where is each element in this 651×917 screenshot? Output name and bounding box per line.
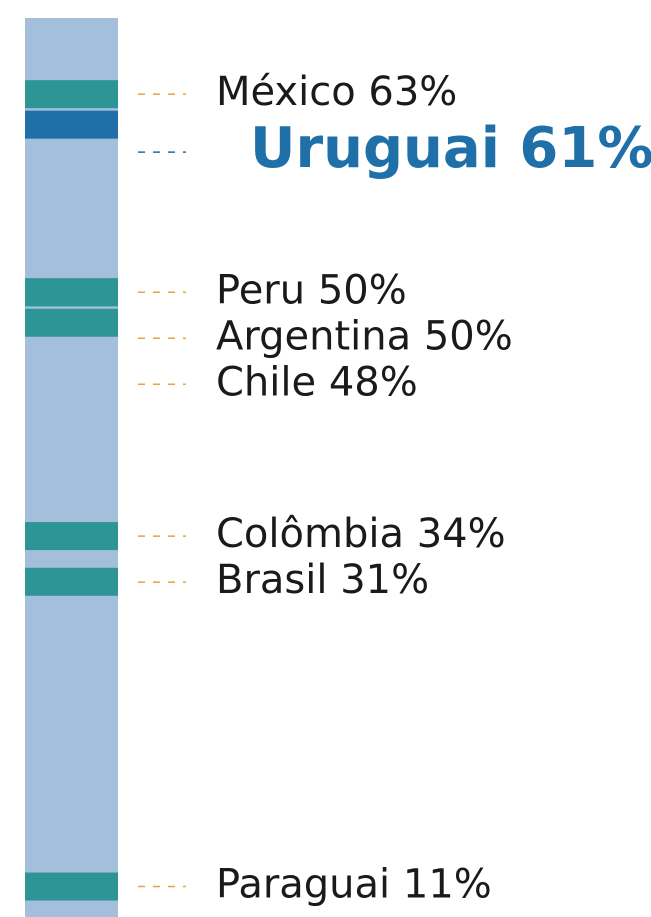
category-label: Argentina bbox=[216, 313, 411, 359]
point-label: Paraguai 11% bbox=[216, 862, 492, 908]
marker bbox=[25, 80, 118, 109]
marker bbox=[25, 872, 118, 901]
point-label: Colômbia 34% bbox=[216, 511, 506, 557]
value-label: 34% bbox=[417, 511, 506, 557]
point-label: Argentina 50% bbox=[216, 313, 513, 359]
marker bbox=[25, 567, 118, 596]
value-label: 63% bbox=[368, 69, 457, 115]
marker bbox=[25, 308, 118, 337]
marker bbox=[25, 278, 118, 307]
point-label: Brasil 31% bbox=[216, 557, 429, 603]
category-label: México bbox=[216, 69, 356, 115]
category-label: Brasil bbox=[216, 557, 327, 603]
category-label: Uruguai bbox=[250, 116, 500, 181]
category-label: Colômbia bbox=[216, 511, 404, 557]
value-label: 11% bbox=[403, 862, 492, 908]
point-label: México 63% bbox=[216, 69, 457, 115]
value-label: 48% bbox=[329, 359, 418, 405]
point-label: Peru 50% bbox=[216, 267, 407, 313]
category-label: Peru bbox=[216, 267, 305, 313]
value-label: 61% bbox=[519, 116, 651, 181]
value-label: 50% bbox=[424, 313, 513, 359]
marker bbox=[25, 110, 118, 139]
point-label: Chile 48% bbox=[216, 359, 418, 405]
marker bbox=[25, 522, 118, 551]
scale-bar bbox=[25, 18, 118, 917]
category-label: Paraguai bbox=[216, 862, 390, 908]
category-label: Chile bbox=[216, 359, 316, 405]
value-label: 50% bbox=[318, 267, 407, 313]
point-label: Uruguai 61% bbox=[250, 116, 651, 181]
value-label: 31% bbox=[340, 557, 429, 603]
